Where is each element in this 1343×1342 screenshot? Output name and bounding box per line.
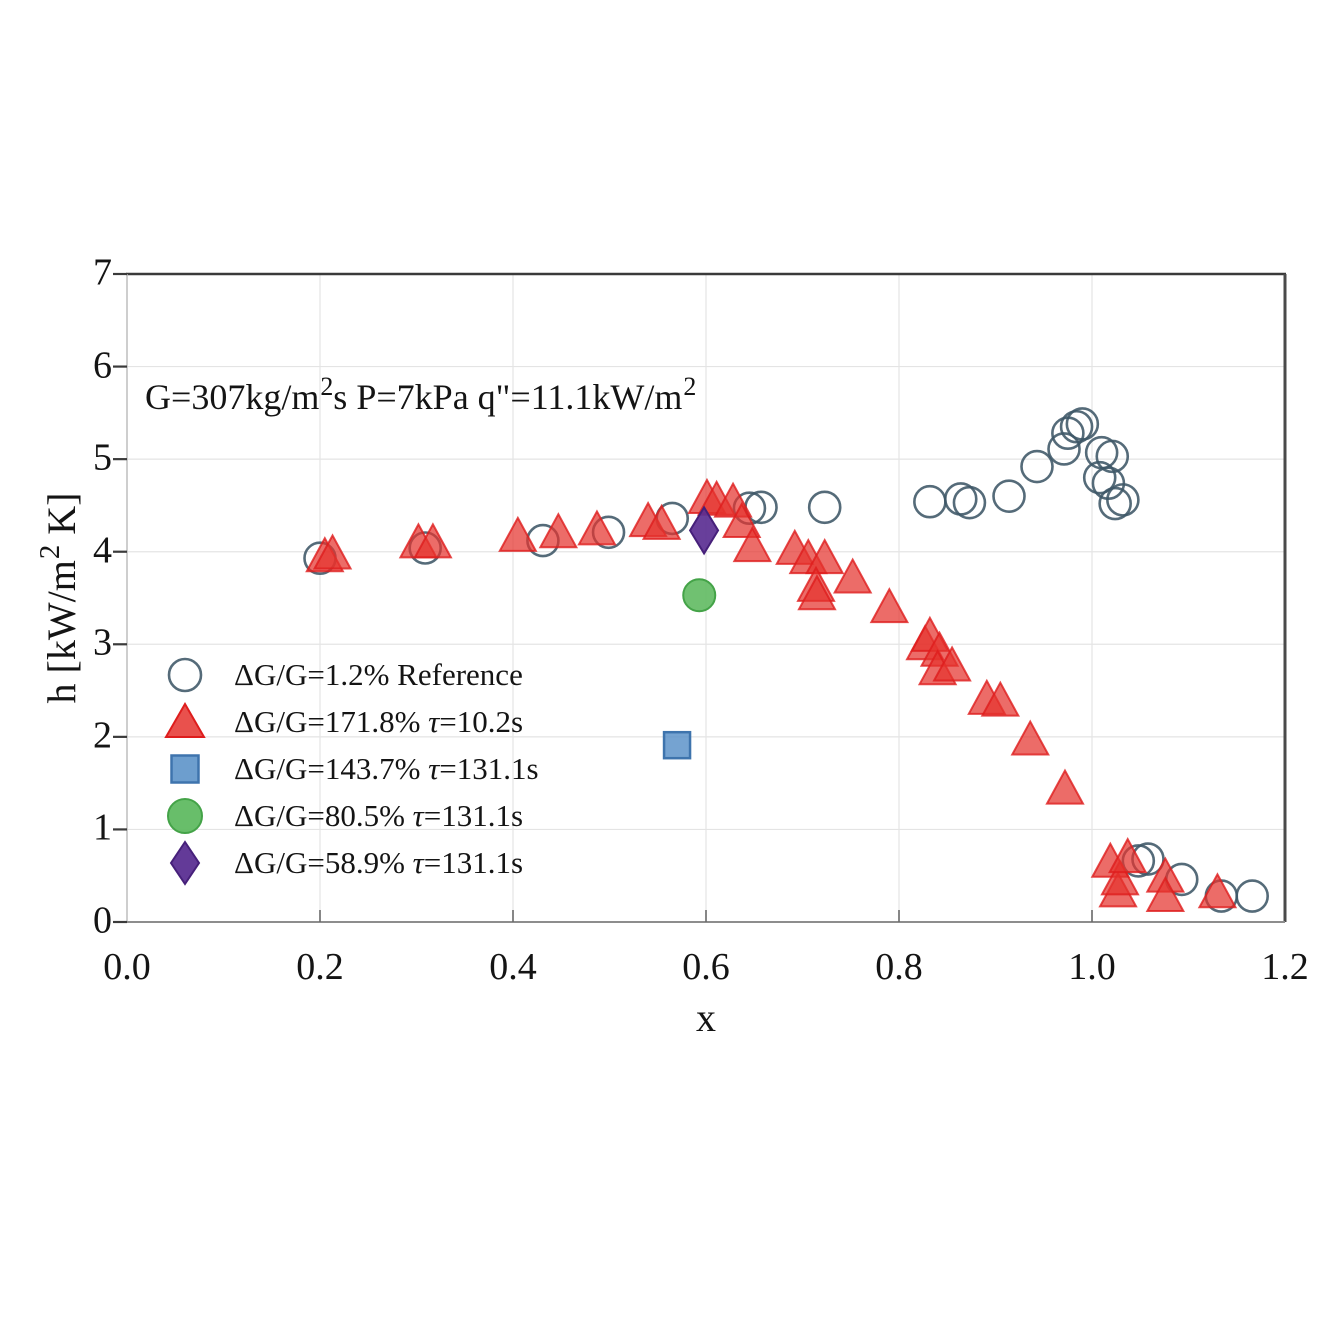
y-tick-label: 3: [93, 621, 112, 664]
conditions-annotation: G=307kg/m2s P=7kPa q"=11.1kW/m2: [145, 371, 697, 417]
legend-triangle-icon: [156, 698, 214, 745]
y-tick-label: 1: [93, 806, 112, 849]
y-tick-label: 0: [93, 899, 112, 942]
data-point-circle: [952, 485, 987, 520]
legend-row-2: ΔG/G=143.7% τ=131.1s: [156, 745, 539, 792]
x-tick-label: 0.0: [103, 946, 151, 988]
y-tick-label: 4: [93, 529, 112, 572]
data-point-triangle: [498, 515, 538, 552]
data-point-triangle: [1100, 859, 1140, 896]
legend-row-0: ΔG/G=1.2% Reference: [156, 651, 539, 698]
data-point-circle: [807, 490, 842, 525]
data-point-diamond: [688, 505, 720, 556]
data-point-triangle: [577, 509, 617, 546]
data-point-triangle: [413, 522, 453, 559]
legend-label: ΔG/G=1.2% Reference: [234, 657, 523, 692]
tau-symbol: τ: [412, 798, 424, 833]
legend-diamond-icon: [156, 839, 214, 886]
data-point-circle: [1098, 486, 1132, 521]
legend-row-3: ΔG/G=80.5% τ=131.1s: [156, 792, 539, 839]
data-point-circle: [1095, 439, 1130, 474]
data-point-triangle: [538, 512, 579, 549]
data-point-triangle: [797, 574, 837, 611]
data-point-triangle: [1108, 837, 1148, 874]
data-point-triangle: [312, 533, 353, 570]
superscript: 2: [34, 544, 67, 560]
data-point-circle: [1020, 449, 1054, 484]
series-3: [682, 578, 717, 613]
data-point-circle: [913, 484, 947, 519]
data-point-triangle: [932, 645, 972, 682]
legend-label: ΔG/G=58.9% τ=131.1s: [234, 845, 524, 880]
legend-row-1: ΔG/G=171.8% τ=10.2s: [156, 698, 539, 745]
data-point-circle: [1082, 460, 1117, 495]
axis-ticks: [113, 272, 1093, 924]
data-point-circle: [1106, 483, 1140, 517]
x-tick-label: 0.4: [489, 946, 537, 988]
tau-symbol: τ: [428, 704, 440, 739]
data-point-circle: [1235, 879, 1269, 913]
data-point-circle: [992, 479, 1026, 513]
superscript: 2: [320, 371, 334, 401]
data-point-triangle: [832, 557, 873, 594]
data-point-triangle: [722, 501, 762, 539]
data-point-triangle: [869, 587, 910, 624]
data-point-triangle: [1045, 768, 1085, 805]
y-tick-label: 2: [93, 714, 112, 757]
data-point-circle: [1065, 407, 1100, 441]
data-point-triangle: [980, 680, 1021, 717]
y-tick-label: 6: [93, 344, 112, 387]
legend-square-icon: [156, 745, 214, 792]
x-tick-label: 1.2: [1261, 946, 1309, 988]
series-4: [688, 505, 720, 556]
data-point-triangle: [805, 538, 845, 575]
series-2: [662, 730, 692, 760]
y-tick-label: 7: [93, 251, 112, 294]
data-point-triangle: [1197, 872, 1238, 909]
legend-open-circle-icon: [156, 651, 214, 698]
legend-label: ΔG/G=143.7% τ=131.1s: [234, 751, 539, 786]
x-tick-label: 0.8: [875, 946, 923, 988]
y-tick-label: 5: [93, 436, 112, 479]
data-point-circle: [1047, 432, 1081, 466]
superscript: 2: [683, 371, 697, 401]
legend: ΔG/G=1.2% Reference ΔG/G=171.8% τ=10.2s ΔG…: [156, 651, 539, 886]
x-tick-label: 1.0: [1068, 946, 1116, 988]
x-axis-title: x: [696, 995, 716, 1040]
data-point-circle: [1059, 409, 1094, 444]
data-point-square: [662, 730, 692, 760]
data-point-triangle: [732, 525, 773, 563]
legend-label: ΔG/G=171.8% τ=10.2s: [234, 704, 524, 739]
y-axis-title: h [kW/m2 K]: [34, 492, 84, 704]
x-tick-label: 0.2: [296, 946, 344, 988]
legend-row-4: ΔG/G=58.9% τ=131.1s: [156, 839, 539, 886]
data-point-triangle: [641, 503, 682, 540]
tau-symbol: τ: [412, 845, 424, 880]
x-tick-label: 0.6: [682, 946, 730, 988]
tau-symbol: τ: [428, 751, 440, 786]
data-point-filled-circle: [682, 578, 717, 613]
legend-label: ΔG/G=80.5% τ=131.1s: [234, 798, 524, 833]
data-point-triangle: [1010, 719, 1050, 756]
legend-filled-circle-icon: [156, 792, 214, 839]
series-1: [305, 477, 1238, 913]
data-point-triangle: [1145, 875, 1186, 913]
